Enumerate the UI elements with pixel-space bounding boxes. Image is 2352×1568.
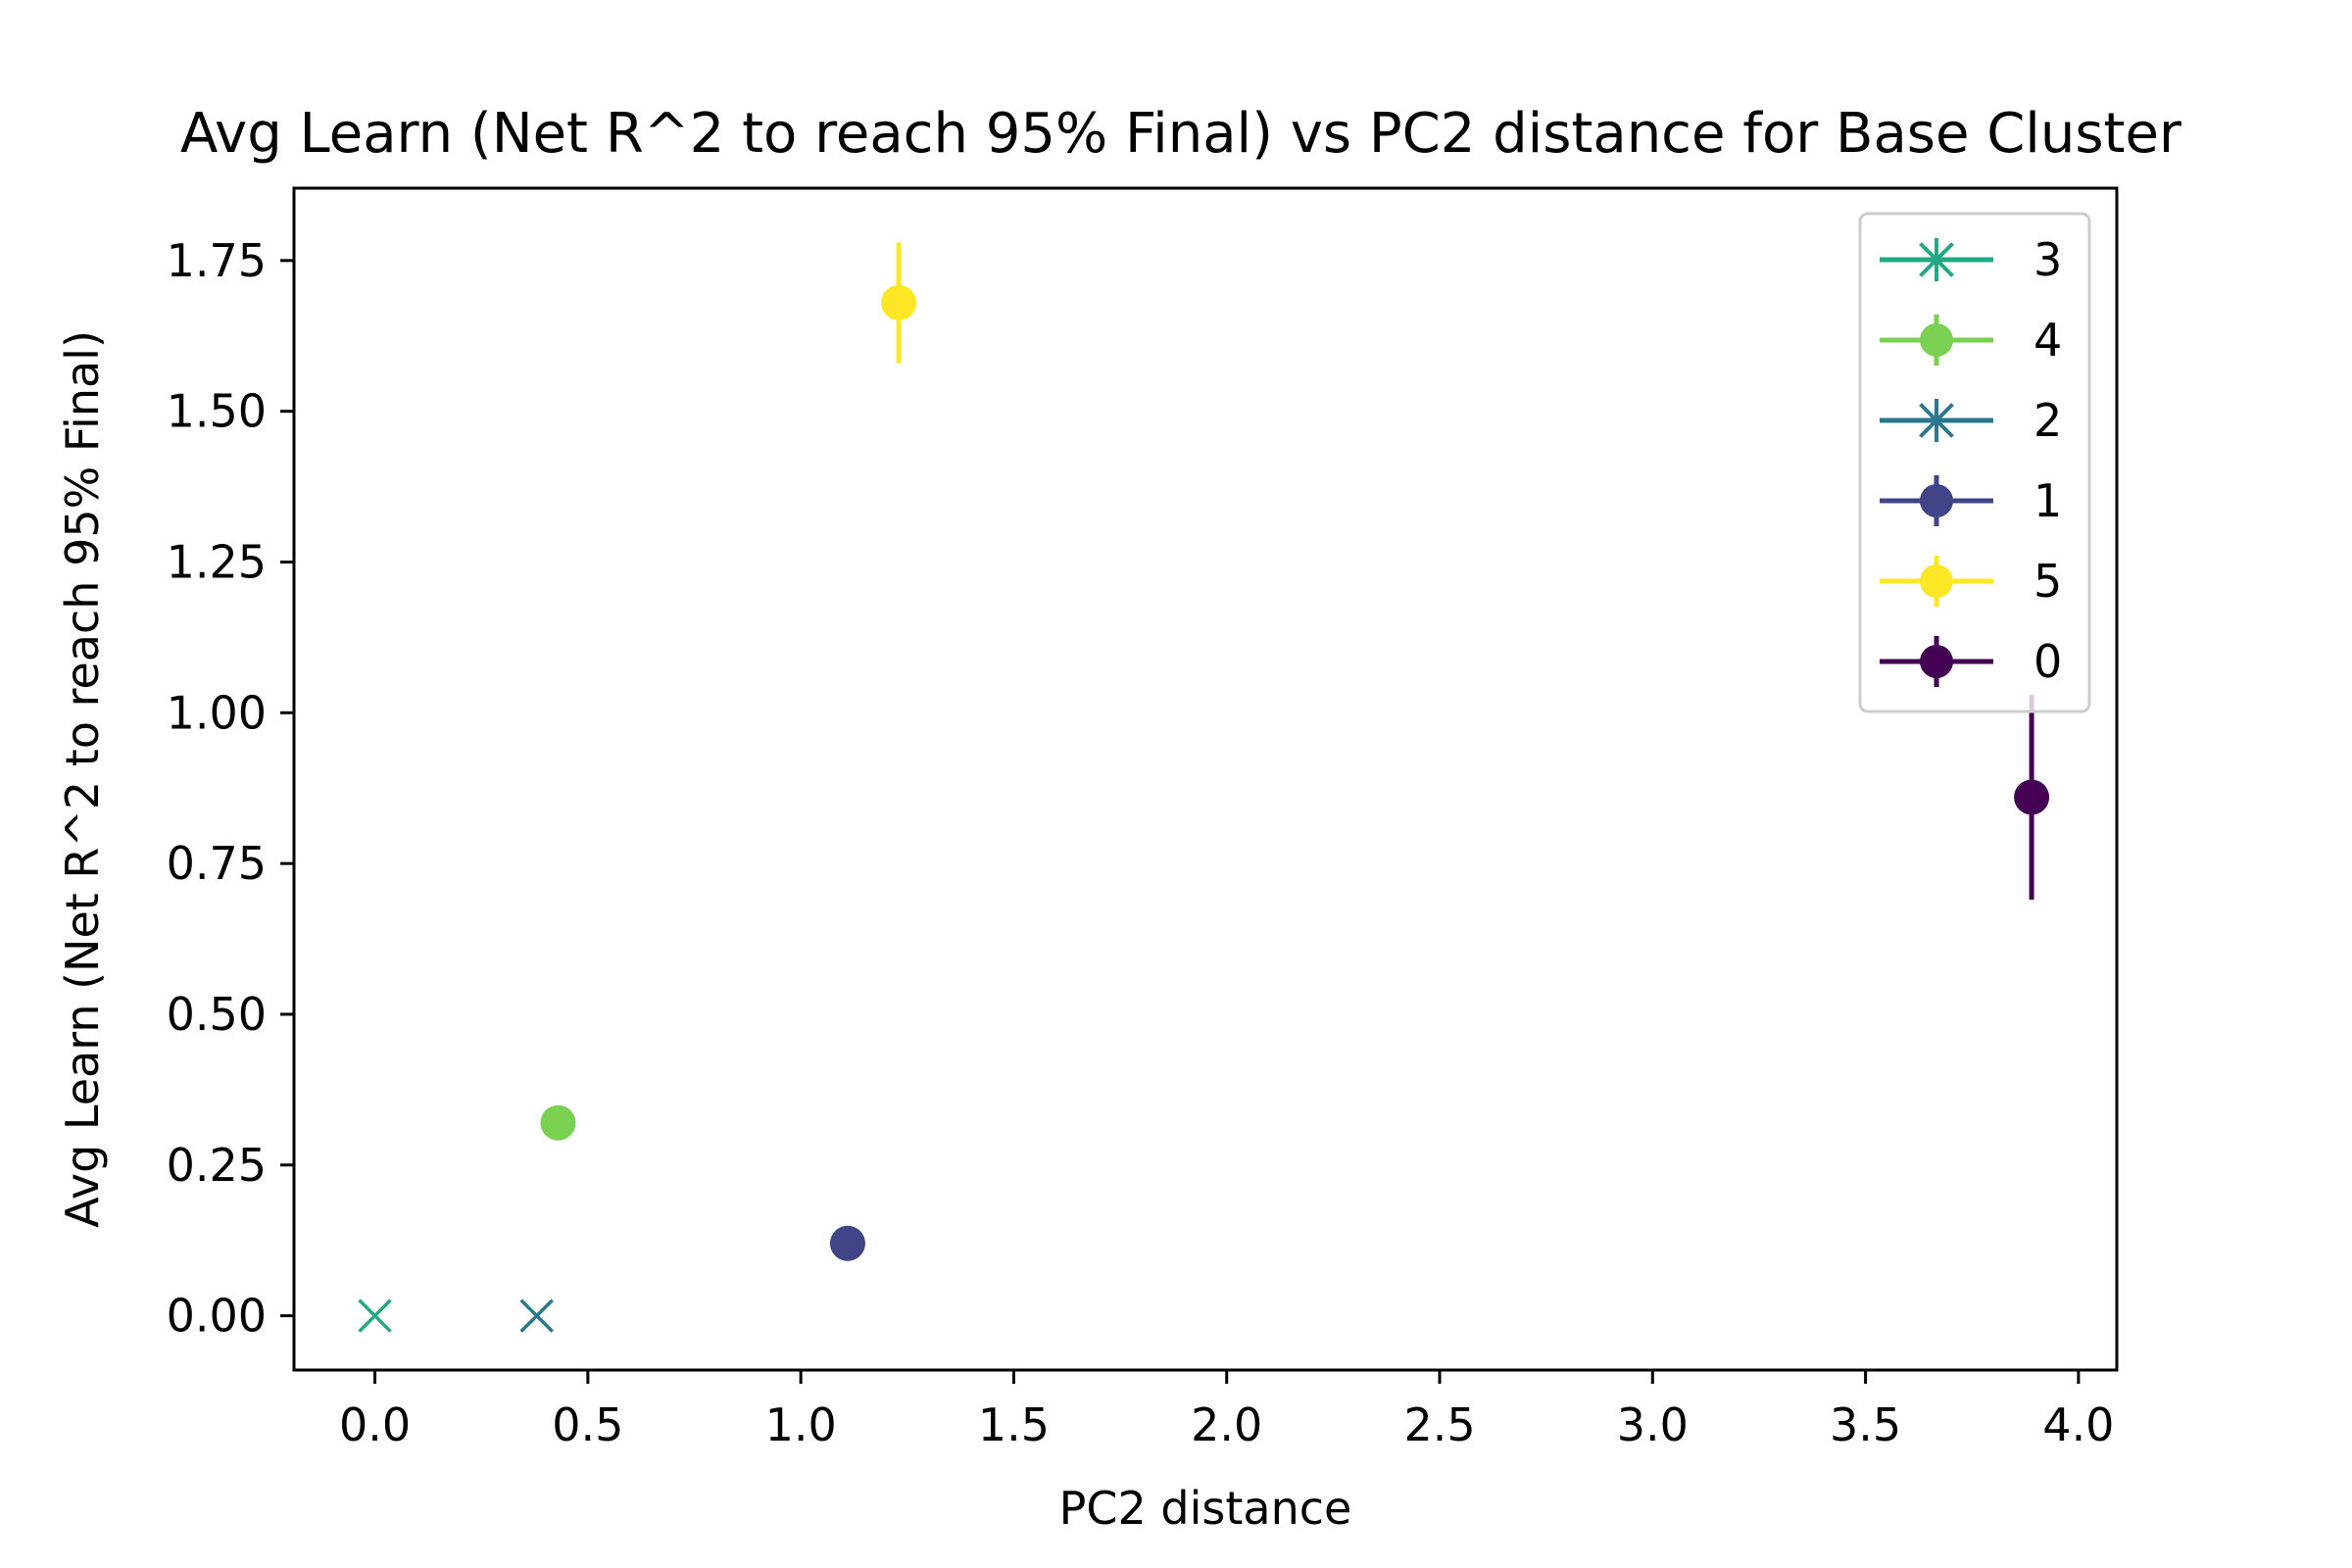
point-series-4	[540, 1104, 576, 1141]
x-tick-label: 1.5	[978, 1398, 1050, 1451]
x-tick-label: 2.0	[1191, 1398, 1262, 1451]
y-tick-label: 1.25	[167, 535, 267, 588]
x-tick-label: 0.0	[339, 1398, 411, 1451]
x-axis-label: PC2 distance	[1059, 1482, 1352, 1535]
point-series-3	[358, 1298, 392, 1333]
x-tick-label: 4.0	[2042, 1398, 2114, 1451]
legend: 3 4 2 1 5 0	[1858, 212, 2091, 713]
legend-marker-0	[1920, 645, 1953, 678]
axis-ticks: 0.0 0.5 1.0 1.5 2.0 2.5 3.0 3.5 4.0 0.00 0.25 0.50 0…	[167, 234, 2115, 1451]
x-tick-label: 1.0	[765, 1398, 837, 1451]
x-tick-label: 3.5	[1830, 1398, 1901, 1451]
chart-title: Avg Learn (Net R^2 to reach 95% Final) v…	[180, 102, 2182, 166]
legend-label-0: 0	[2034, 635, 2062, 688]
y-tick-label: 0.00	[167, 1290, 267, 1343]
legend-label-4: 4	[2034, 314, 2062, 367]
y-tick-label: 1.00	[167, 686, 267, 739]
x-tick-label: 0.5	[552, 1398, 623, 1451]
legend-label-5: 5	[2034, 555, 2062, 608]
legend-label-1: 1	[2034, 474, 2062, 527]
point-series-1	[829, 1225, 865, 1261]
y-tick-label: 0.25	[167, 1139, 267, 1192]
plot-frame	[292, 186, 2119, 1372]
point-series-5	[881, 284, 917, 320]
legend-marker-1	[1920, 484, 1953, 517]
y-tick-label: 0.50	[167, 988, 267, 1041]
point-series-2	[519, 1298, 554, 1333]
data-points	[358, 284, 2050, 1333]
legend-label-3: 3	[2034, 233, 2062, 286]
x-tick-label: 2.5	[1403, 1398, 1475, 1451]
legend-marker-4	[1920, 323, 1953, 357]
x-tick-label: 3.0	[1617, 1398, 1689, 1451]
legend-marker-5	[1920, 564, 1953, 598]
y-tick-label: 0.75	[167, 837, 267, 890]
point-series-0	[2014, 779, 2050, 815]
y-tick-label: 1.75	[167, 234, 267, 287]
legend-label-2: 2	[2034, 394, 2062, 447]
y-axis-label: Avg Learn (Net R^2 to reach 95% Final)	[56, 330, 109, 1228]
y-tick-label: 1.50	[167, 385, 267, 438]
